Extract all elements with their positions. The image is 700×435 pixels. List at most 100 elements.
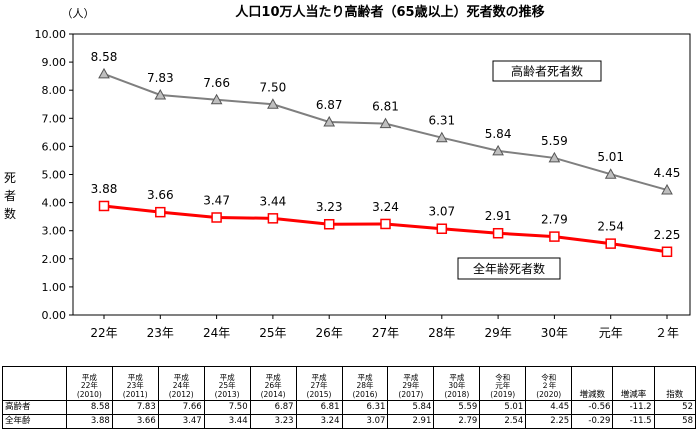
table-period-header: 平成 27年 (2015)	[295, 366, 343, 401]
table-cell: 3.44	[203, 414, 251, 429]
data-point	[211, 212, 222, 223]
table-period-header: 令和 元年 (2019)	[479, 366, 527, 401]
series-line	[103, 72, 668, 191]
data-point	[379, 117, 392, 129]
data-label: 7.83	[147, 71, 174, 85]
table-period-header: 令和 ２年 (2020)	[525, 366, 573, 401]
data-label: 3.07	[428, 205, 455, 219]
data-point	[98, 67, 110, 79]
table-cell: 3.66	[111, 414, 159, 429]
x-tick-label: 22年	[90, 326, 117, 340]
table-cell: 3.23	[249, 414, 297, 429]
data-point	[604, 168, 617, 179]
table-cell: 7.83	[111, 400, 159, 415]
table-extra-header: 指数	[653, 366, 697, 401]
data-point	[661, 183, 673, 195]
data-point	[154, 88, 167, 100]
data-label: 3.24	[372, 200, 399, 214]
x-tick-label: 23年	[147, 326, 174, 340]
data-label: 5.01	[597, 150, 624, 164]
table-period-header: 平成 23年 (2011)	[111, 366, 159, 401]
data-label: 2.54	[597, 220, 624, 234]
x-tick-label: 29年	[484, 326, 511, 340]
table-cell: -11.2	[612, 400, 655, 415]
y-axis-unit: （人）	[62, 7, 95, 20]
y-tick-label: 0.00	[42, 309, 67, 322]
x-tick-label: 27年	[372, 326, 399, 340]
series-all-ages: 3.88 3.66 3.47 3.44 3.23 3.24 3.07 2.91 2.79 2.54…	[91, 182, 680, 258]
data-label: 3.23	[316, 200, 343, 214]
table-row-label: 全年齢	[2, 414, 67, 429]
data-label: 6.81	[372, 100, 399, 114]
chart-title: 人口10万人当たり高齢者（65歳以上）死者数の推移	[235, 4, 544, 20]
table-period-header: 平成 26年 (2014)	[249, 366, 297, 401]
data-point	[492, 227, 504, 239]
table-cell: 5.84	[387, 400, 435, 415]
data-label: 6.87	[316, 98, 343, 112]
line-chart: 人口10万人当たり高齢者（65歳以上）死者数の推移 （人） 死者数 0.00 1.…	[4, 4, 691, 340]
table-extra-header: 増減率	[612, 366, 655, 401]
data-point	[267, 98, 279, 109]
y-axis-label: 死者数	[4, 171, 16, 221]
table-cell: 52	[653, 400, 697, 415]
table-cell: 58	[653, 414, 697, 429]
y-tick-label: 2.00	[42, 253, 67, 266]
data-point	[435, 131, 448, 143]
x-tick-label: ２年	[655, 326, 679, 340]
table-period-header: 平成 25年 (2013)	[203, 366, 251, 401]
data-label: 5.84	[485, 127, 512, 141]
table-cell: 3.07	[341, 414, 389, 429]
table-cell: 7.66	[157, 400, 205, 415]
table-period-header: 平成 29年 (2017)	[387, 366, 435, 401]
table-period-header: 平成 28年 (2016)	[341, 366, 389, 401]
data-label: 2.79	[541, 213, 568, 227]
table-cell: 3.47	[157, 414, 205, 429]
table-cell: -0.56	[571, 400, 614, 415]
y-tick-label: 9.00	[42, 56, 67, 69]
x-tick-label: 24年	[203, 326, 230, 340]
series-layer: 8.58 7.83 7.66 7.50 6.87 6.81 6.31 5.84 5.59 5.01…	[91, 50, 680, 258]
table-period-header: 平成 22年 (2010)	[65, 366, 113, 401]
y-tick-label: 4.00	[42, 197, 67, 210]
table-cell: 2.91	[387, 414, 435, 429]
data-point	[210, 93, 223, 105]
table-cell: 2.79	[433, 414, 481, 429]
table-cell: 6.87	[249, 400, 297, 415]
x-tick-label: 28年	[428, 326, 455, 340]
y-tick-label: 5.00	[42, 169, 67, 182]
legend-box	[492, 60, 602, 82]
data-point	[267, 213, 279, 224]
y-tick-label: 1.00	[42, 281, 67, 294]
table-cell: 3.88	[65, 414, 113, 429]
table-cell: -0.29	[571, 414, 614, 429]
x-tick-label: 元年	[599, 326, 623, 340]
table-row: 全年齢 3.88 3.66 3.47 3.44 3.23 3.24 3.07 2.91 2.79 2…	[2, 414, 697, 429]
data-label: 3.44	[260, 194, 287, 208]
table-cell: 5.59	[433, 400, 481, 415]
y-tick-label: 3.00	[42, 225, 67, 238]
table-period-header: 平成 30年 (2018)	[433, 366, 481, 401]
legend-label: 全年齢死者数	[473, 261, 545, 276]
series-elderly: 8.58 7.83 7.66 7.50 6.87 6.81 6.31 5.84 5.59 5.01…	[91, 50, 680, 195]
data-point	[155, 206, 166, 218]
table-extra-header: 増減数	[571, 366, 614, 401]
table-corner-cell	[2, 366, 67, 401]
table-cell: 6.81	[295, 400, 343, 415]
y-tick-label: 8.00	[42, 84, 67, 97]
data-label: 2.91	[485, 209, 512, 223]
x-tick-label: 25年	[259, 326, 286, 340]
table-row: 高齢者 8.58 7.83 7.66 7.50 6.87 6.81 6.31 5.84 5.59 5…	[2, 400, 697, 415]
data-point	[492, 144, 504, 156]
table-cell: 6.31	[341, 400, 389, 415]
data-label: 3.66	[147, 188, 174, 202]
table-period-header: 平成 24年 (2012)	[157, 366, 205, 401]
x-ticks: 22年 23年 24年 25年 26年 27年 28年 29年 30年 元年 ２年	[90, 315, 679, 340]
data-table: 平成 22年 (2010) 平成 23年 (2011) 平成 24年 (2012) 平成 25年 (2…	[2, 366, 697, 429]
data-point	[98, 200, 110, 212]
data-point	[436, 223, 448, 234]
table-cell: -11.5	[612, 414, 655, 429]
data-label: 3.47	[203, 193, 230, 207]
table-cell: 7.50	[203, 400, 251, 415]
table-cell: 2.54	[479, 414, 527, 429]
